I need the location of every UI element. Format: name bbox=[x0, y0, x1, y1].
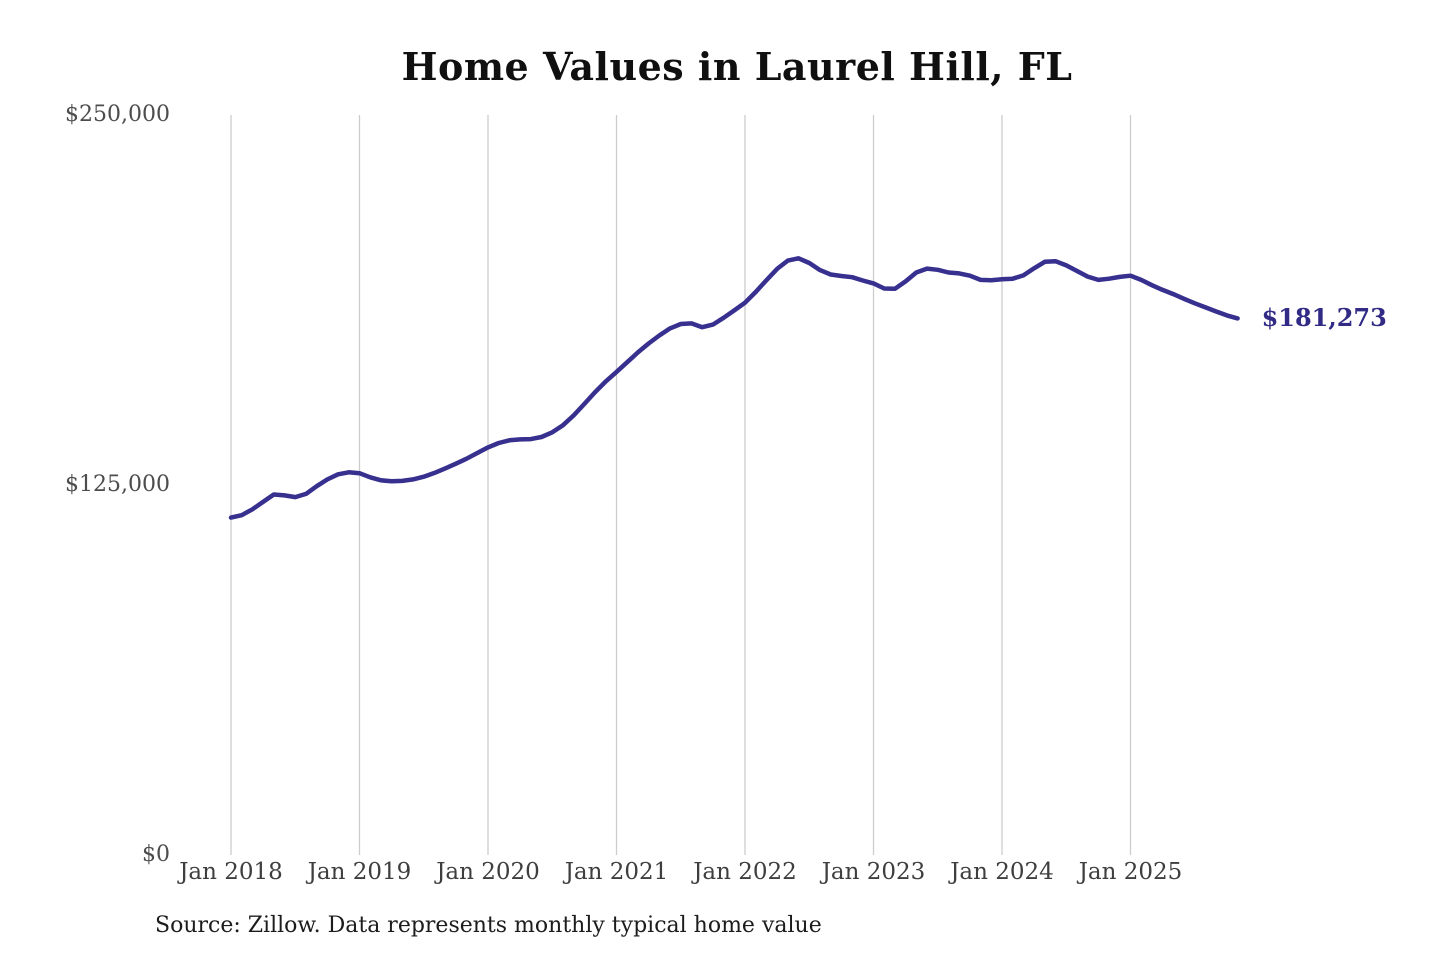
x-tick-label: Jan 2018 bbox=[179, 859, 283, 885]
latest-value-label: $181,273 bbox=[1261, 303, 1387, 333]
x-tick-label: Jan 2023 bbox=[821, 859, 926, 885]
y-tick-label: $125,000 bbox=[65, 472, 170, 497]
x-tick-label: Jan 2025 bbox=[1078, 859, 1183, 885]
y-tick-label: $0 bbox=[142, 842, 170, 867]
x-tick-label: Jan 2021 bbox=[564, 859, 669, 885]
home-value-line bbox=[228, 256, 1240, 520]
source-note: Source: Zillow. Data represents monthly … bbox=[155, 913, 822, 938]
x-tick-label: Jan 2019 bbox=[307, 859, 412, 885]
chart-title: Home Values in Laurel Hill, FL bbox=[401, 44, 1073, 89]
x-tick-label: Jan 2020 bbox=[436, 859, 540, 885]
y-tick-label: $250,000 bbox=[65, 102, 170, 127]
x-tick-label: Jan 2024 bbox=[950, 859, 1054, 885]
x-tick-label: Jan 2022 bbox=[693, 859, 797, 885]
